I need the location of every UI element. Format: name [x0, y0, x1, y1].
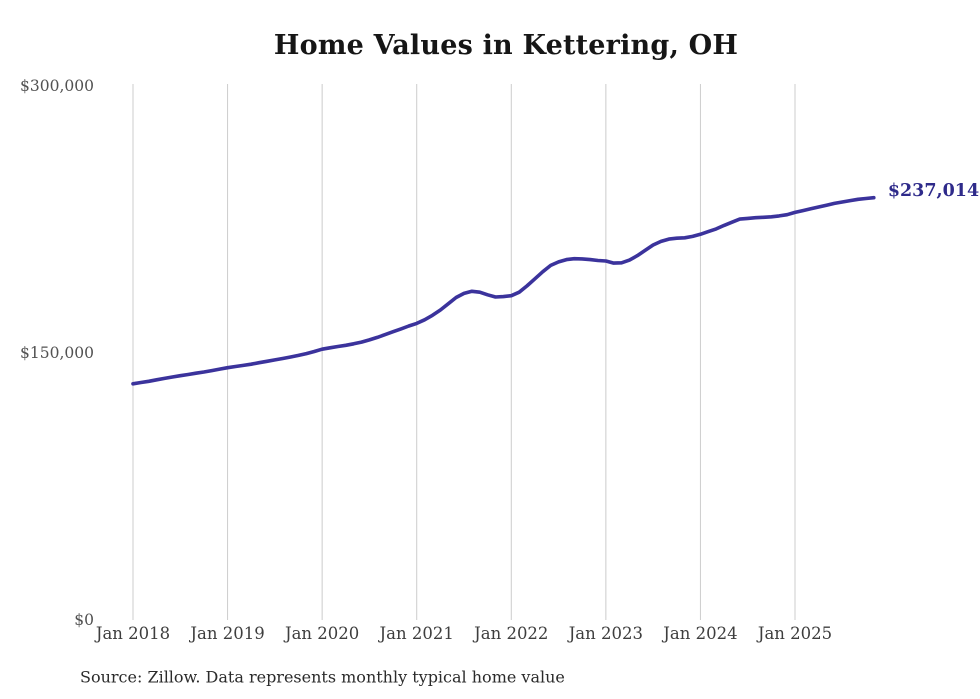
chart-title: Home Values in Kettering, OH: [273, 30, 739, 61]
y-axis-tick-label: $0: [74, 611, 94, 629]
x-axis-tick-label: Jan 2024: [663, 624, 738, 643]
x-axis-tick-label: Jan 2021: [379, 624, 454, 643]
latest-value-label: $237,014: [887, 180, 980, 201]
y-axis-tick-label: $150,000: [20, 343, 94, 362]
x-axis-tick-label: Jan 2022: [474, 624, 549, 643]
x-axis-tick-label: Jan 2019: [190, 624, 265, 643]
x-axis-tick-label: Jan 2025: [757, 624, 833, 643]
x-axis-tick-label: Jan 2023: [568, 624, 644, 643]
vertical-gridlines: [132, 84, 796, 620]
y-axis-tick-label: $300,000: [20, 76, 94, 95]
x-axis-tick-label: Jan 2020: [284, 624, 360, 643]
x-axis-tick-label: Jan 2018: [95, 624, 171, 643]
home-value-line: [131, 195, 876, 386]
source-note: Source: Zillow. Data represents monthly …: [80, 667, 565, 687]
